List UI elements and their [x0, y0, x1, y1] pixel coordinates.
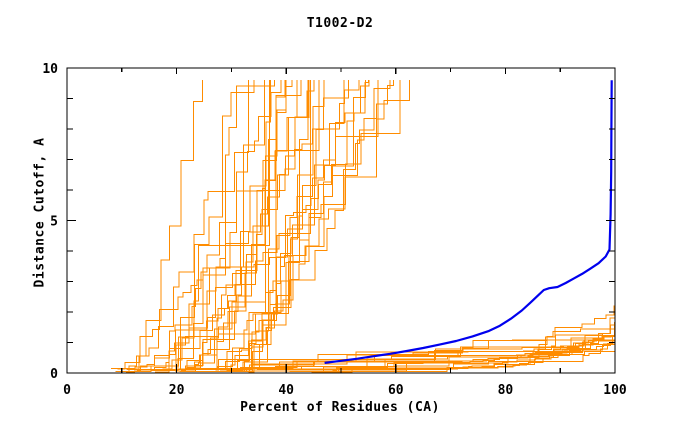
background-model-line: [203, 80, 350, 370]
background-model-line: [315, 318, 616, 372]
background-model-line: [155, 80, 287, 373]
plot-frame: [66, 67, 616, 374]
background-model-line: [115, 80, 360, 373]
tick-labels-layer: 0 20 40 60 80 100 0 5 10: [42, 62, 627, 398]
background-model-line: [237, 80, 325, 372]
background-model-line: [110, 80, 370, 370]
background-model-line: [180, 80, 266, 372]
y-axis-label: Distance Cutoff, A: [32, 137, 48, 288]
x-axis-tick-label: 100: [603, 383, 627, 398]
background-model-line: [178, 80, 271, 370]
background-model-line: [224, 80, 369, 370]
axes-layer: [66, 67, 616, 374]
background-model-line: [173, 80, 275, 372]
background-model-line: [173, 80, 293, 371]
y-axis-tick-label: 0: [50, 367, 58, 382]
background-model-line: [121, 80, 315, 373]
background-model-line: [182, 339, 616, 372]
y-axis-tick-label: 10: [42, 62, 58, 77]
background-model-line: [215, 322, 615, 371]
background-model-line: [182, 80, 320, 371]
x-axis-tick-label: 0: [63, 383, 71, 398]
background-model-line: [137, 80, 394, 371]
data-series-layer: [110, 80, 616, 373]
x-axis-label: Percent of Residues (CA): [240, 400, 440, 415]
background-model-line: [150, 80, 401, 372]
chart-title: T1002-D2: [306, 16, 374, 31]
background-model-line: [311, 334, 615, 373]
y-axis-tick-label: 5: [50, 215, 58, 230]
background-model-line: [175, 80, 310, 372]
background-model-line: [126, 80, 282, 373]
background-model-line: [180, 334, 616, 370]
background-model-line: [162, 80, 270, 370]
background-model-line: [237, 80, 309, 372]
highlighted-model-line: [324, 80, 613, 364]
x-axis-tick-label: 40: [278, 383, 294, 398]
x-axis-tick-label: 80: [498, 383, 514, 398]
background-model-line: [261, 303, 616, 371]
x-axis-tick-label: 60: [388, 383, 404, 398]
background-model-line: [130, 80, 203, 370]
x-axis-tick-label: 20: [169, 383, 185, 398]
background-model-line: [117, 80, 250, 370]
background-model-line: [197, 80, 391, 369]
background-model-line: [208, 80, 286, 370]
